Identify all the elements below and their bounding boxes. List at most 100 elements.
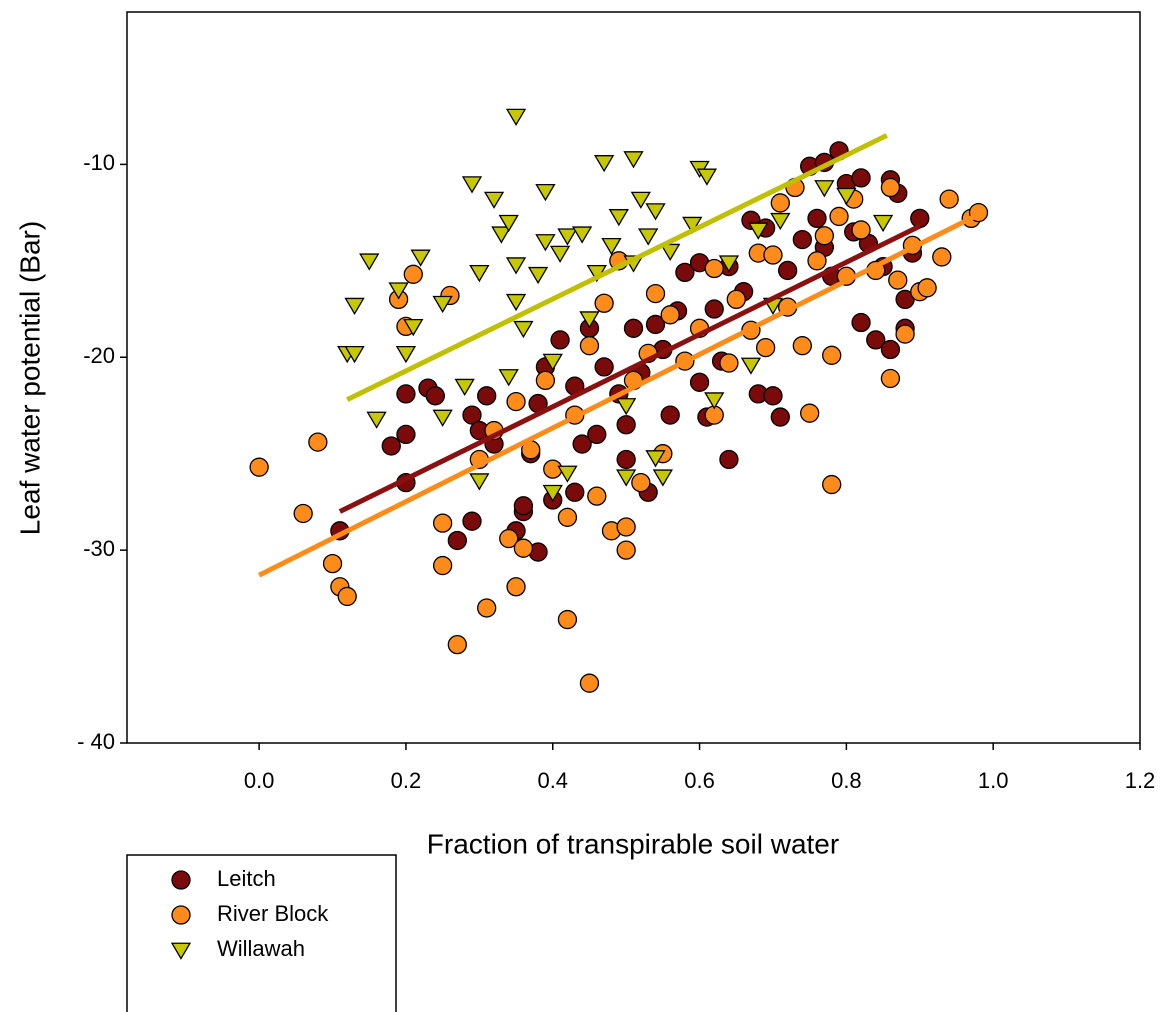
- data-point: [557, 507, 578, 527]
- legend-label: Leitch: [217, 866, 276, 891]
- data-point: [608, 209, 629, 227]
- data-point: [792, 336, 812, 356]
- data-point: [344, 345, 365, 364]
- data-point: [726, 289, 746, 310]
- data-point: [880, 177, 901, 198]
- data-point: [770, 407, 790, 427]
- data-point: [587, 424, 607, 445]
- data-point: [763, 245, 783, 265]
- data-point: [506, 391, 526, 412]
- x-tick-label: 1.0: [978, 768, 1009, 793]
- data-point: [579, 673, 600, 693]
- legend-marker: [171, 905, 191, 925]
- data-point: [851, 168, 871, 188]
- data-point: [527, 266, 549, 285]
- y-tick-label: -30: [83, 536, 115, 561]
- data-point: [652, 469, 673, 487]
- trend-line: [258, 212, 980, 578]
- data-point: [572, 434, 592, 454]
- data-point: [432, 409, 453, 427]
- data-point: [660, 305, 680, 325]
- data-point: [447, 634, 467, 655]
- data-point: [623, 151, 644, 169]
- data-point: [505, 257, 527, 275]
- data-point: [814, 180, 835, 198]
- data-point: [432, 295, 453, 314]
- trend-line: [338, 223, 921, 514]
- data-point: [630, 191, 651, 209]
- data-point: [719, 353, 739, 373]
- data-point: [638, 228, 659, 246]
- data-point: [851, 312, 871, 333]
- data-point: [829, 206, 849, 227]
- data-point: [549, 245, 571, 263]
- data-point: [866, 330, 886, 350]
- data-point: [616, 517, 636, 537]
- data-point: [616, 540, 636, 560]
- trend-line: [346, 133, 888, 402]
- data-point: [410, 249, 431, 267]
- data-point: [682, 216, 703, 234]
- x-tick-label: 0.8: [831, 768, 862, 793]
- data-point: [542, 353, 563, 371]
- data-point: [778, 260, 798, 281]
- data-point: [498, 214, 519, 233]
- y-tick-label: -20: [83, 343, 115, 368]
- data-point: [696, 168, 718, 186]
- data-point: [770, 212, 791, 231]
- data-point: [594, 155, 615, 173]
- data-point: [800, 403, 820, 423]
- data-point: [308, 432, 328, 452]
- data-point: [359, 253, 380, 271]
- data-point: [888, 270, 908, 290]
- data-point: [645, 314, 666, 335]
- x-tick-label: 1.2: [1125, 768, 1156, 793]
- x-tick-label: 0.4: [537, 768, 568, 793]
- data-point: [704, 258, 724, 279]
- data-point: [571, 226, 593, 244]
- y-tick-label: -10: [83, 150, 115, 175]
- data-point: [719, 449, 739, 470]
- data-point: [381, 436, 401, 456]
- data-point: [718, 255, 740, 273]
- data-point: [557, 228, 578, 246]
- data-point: [462, 405, 482, 425]
- data-point: [822, 345, 842, 365]
- data-point: [587, 486, 607, 506]
- data-point: [910, 208, 930, 229]
- data-point: [557, 465, 578, 483]
- data-point: [704, 392, 725, 410]
- data-point: [623, 318, 644, 338]
- data-point: [645, 203, 666, 221]
- data-point: [851, 220, 871, 240]
- data-point: [454, 378, 475, 397]
- data-point: [917, 278, 937, 298]
- legend-marker: [170, 942, 192, 960]
- data-point: [477, 386, 497, 406]
- data-point: [535, 183, 556, 202]
- data-point: [366, 411, 387, 429]
- data-point: [807, 208, 827, 229]
- data-point: [579, 311, 600, 329]
- data-point: [293, 503, 313, 524]
- data-point: [807, 251, 827, 271]
- data-point: [505, 293, 527, 312]
- data-point: [337, 586, 357, 607]
- data-point: [939, 189, 959, 209]
- data-point: [872, 214, 894, 233]
- legend-frame: [126, 854, 397, 1012]
- data-point: [755, 337, 776, 358]
- data-point: [425, 386, 445, 406]
- data-point: [689, 372, 710, 392]
- data-point: [505, 108, 527, 126]
- data-point: [403, 264, 423, 284]
- data-point: [770, 193, 790, 213]
- data-point: [763, 386, 783, 406]
- data-point: [932, 247, 952, 267]
- x-tick-label: 0.2: [391, 768, 422, 793]
- legend-marker: [171, 870, 191, 890]
- data-point: [388, 282, 409, 300]
- data-point: [491, 226, 512, 244]
- data-point: [557, 609, 578, 630]
- data-point: [579, 336, 600, 356]
